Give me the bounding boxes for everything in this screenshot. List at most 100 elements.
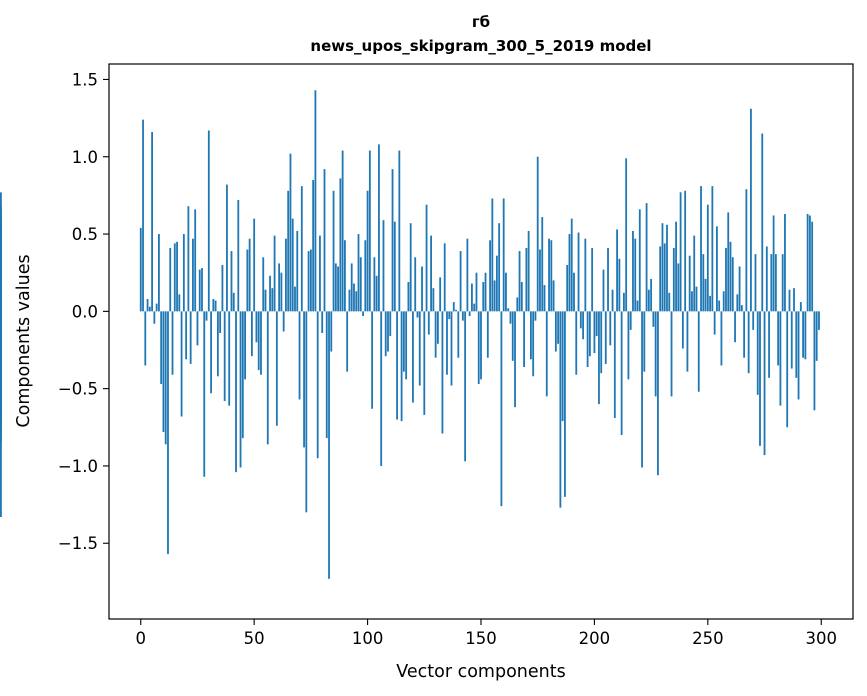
bar [559, 311, 562, 508]
bar [155, 303, 158, 312]
bar [475, 272, 478, 312]
bar [636, 300, 639, 312]
bar [659, 246, 662, 312]
bar [550, 240, 553, 312]
bar [652, 311, 655, 327]
bar [779, 311, 782, 406]
bar [802, 311, 804, 358]
bar [409, 223, 412, 312]
bar [368, 150, 371, 312]
bar [695, 286, 698, 312]
bar [382, 220, 385, 312]
y-tick-label: 0.5 [72, 225, 98, 244]
bar [677, 263, 680, 312]
bar [609, 311, 612, 346]
bar [480, 311, 482, 380]
bar [554, 311, 557, 352]
bar [0, 311, 2, 332]
bar [797, 311, 800, 400]
bar [153, 311, 156, 324]
bar [432, 288, 435, 312]
bar [795, 311, 798, 378]
bar [781, 254, 784, 312]
bar [477, 311, 480, 385]
bar [309, 249, 312, 312]
bar [759, 311, 761, 446]
bar [359, 257, 362, 312]
bar [210, 311, 212, 394]
bar [421, 266, 423, 312]
bar [400, 311, 403, 422]
bar [595, 311, 598, 337]
bar [498, 223, 501, 312]
bar [684, 190, 687, 312]
bar [357, 234, 360, 312]
bar [216, 311, 219, 377]
bar [770, 254, 773, 312]
bar [178, 294, 181, 312]
bar [681, 311, 684, 349]
bar [706, 204, 709, 312]
bar [736, 294, 739, 312]
bar [171, 311, 174, 375]
bar [527, 230, 530, 312]
bar [616, 229, 618, 312]
bar [793, 288, 795, 312]
bar [815, 311, 818, 361]
bar [548, 238, 550, 312]
bar [743, 311, 746, 358]
bar [255, 311, 258, 343]
bar [777, 311, 780, 366]
bar [543, 285, 546, 312]
bar [332, 190, 335, 312]
bar [328, 311, 330, 579]
bar [552, 280, 555, 312]
bar [500, 311, 503, 507]
bar [212, 298, 215, 312]
bar [464, 311, 467, 462]
bar [530, 311, 532, 360]
bar [765, 246, 768, 312]
bar [545, 311, 548, 397]
bar [584, 238, 587, 312]
bar [452, 302, 455, 312]
bar [375, 275, 378, 312]
bar [623, 292, 625, 312]
bar [219, 311, 222, 333]
bar [507, 308, 510, 312]
bar [380, 311, 383, 466]
bar [588, 311, 591, 357]
bar [194, 209, 197, 312]
bar [319, 235, 321, 312]
bar [482, 281, 485, 312]
bar [334, 263, 337, 312]
bar [189, 311, 192, 364]
bar [373, 257, 376, 312]
bar [586, 311, 589, 367]
bar [241, 311, 244, 439]
y-tick-label: 1.5 [72, 70, 98, 89]
bar [620, 311, 623, 436]
bar [643, 311, 646, 372]
bar [763, 311, 766, 456]
bar [761, 133, 764, 312]
bar [720, 311, 723, 366]
bar [484, 272, 487, 312]
bar [756, 311, 759, 395]
bar [591, 247, 594, 312]
bar [536, 156, 539, 312]
bar [330, 311, 333, 352]
bar [632, 230, 634, 312]
bar [539, 249, 541, 312]
bar [237, 200, 240, 312]
bar [813, 311, 816, 411]
bar [146, 298, 149, 312]
bar [378, 144, 380, 312]
bar [264, 289, 267, 312]
x-tick-label: 150 [465, 629, 497, 648]
bar [602, 269, 605, 312]
bar [786, 311, 789, 428]
bar [557, 311, 560, 344]
bar [666, 224, 668, 312]
bar [262, 257, 265, 312]
